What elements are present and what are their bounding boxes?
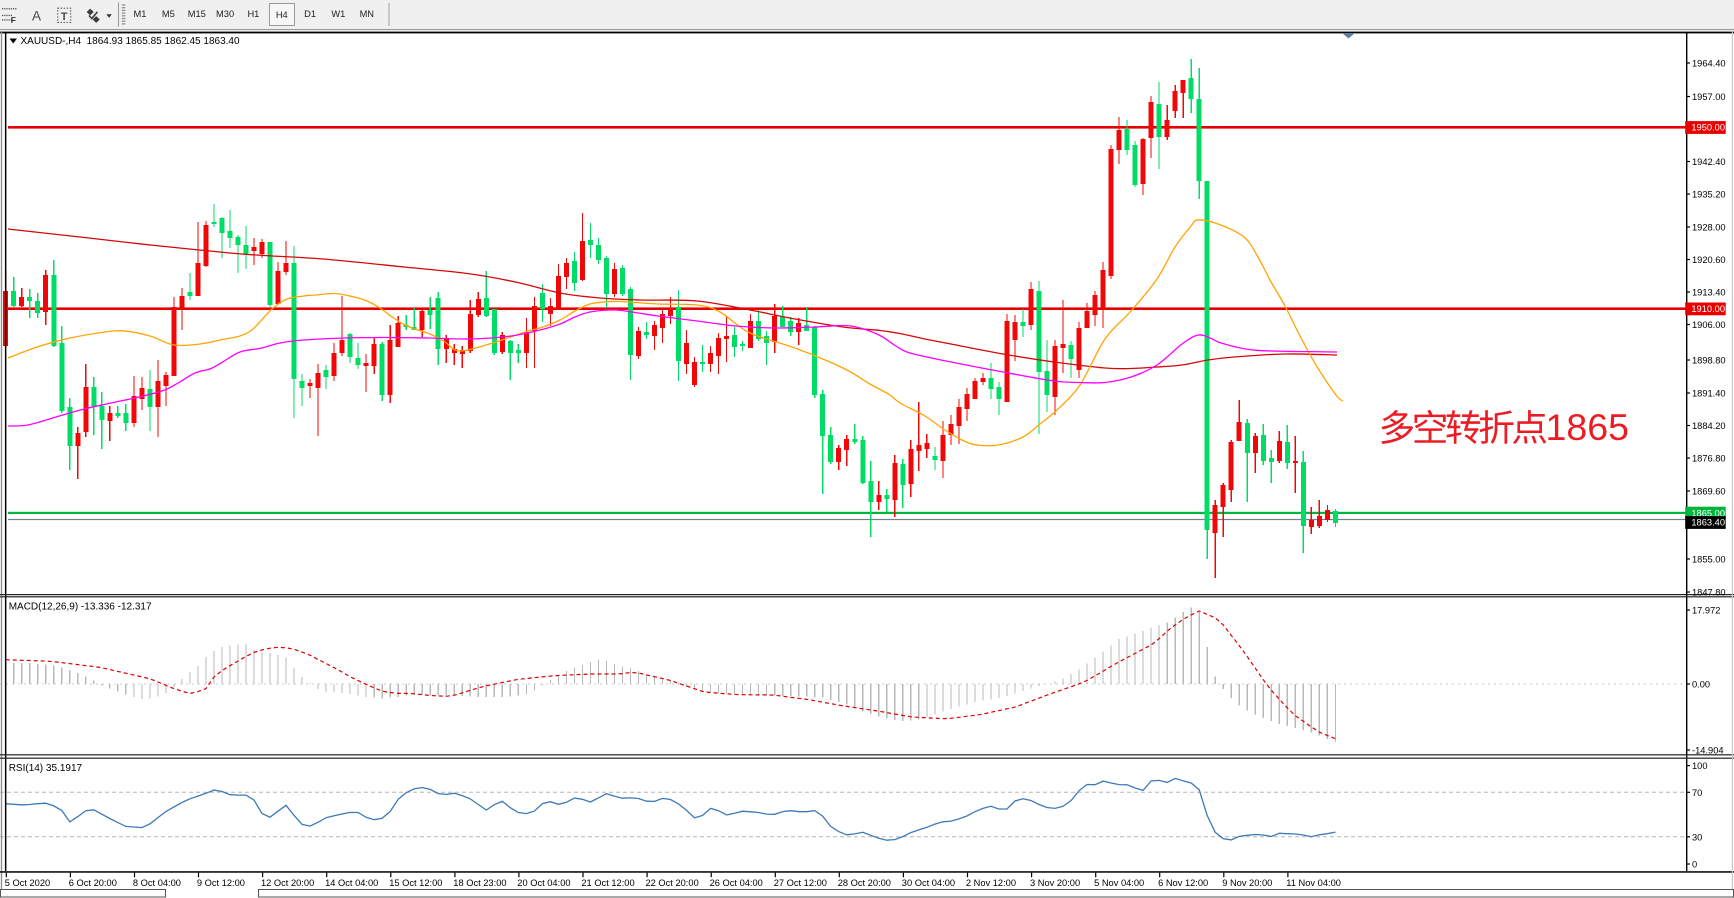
svg-text:21 Oct 12:00: 21 Oct 12:00 — [581, 878, 634, 888]
svg-text:9 Nov 20:00: 9 Nov 20:00 — [1222, 878, 1272, 888]
svg-text:8 Oct 04:00: 8 Oct 04:00 — [133, 878, 181, 888]
svg-text:1884.20: 1884.20 — [1692, 421, 1726, 431]
svg-text:11 Nov 04:00: 11 Nov 04:00 — [1286, 878, 1341, 888]
svg-text:T: T — [61, 11, 68, 23]
svg-text:1865.00: 1865.00 — [1691, 508, 1725, 518]
svg-text:5 Oct 2020: 5 Oct 2020 — [5, 878, 50, 888]
svg-text:17.972: 17.972 — [1692, 606, 1720, 616]
svg-text:12 Oct 20:00: 12 Oct 20:00 — [261, 878, 314, 888]
svg-text:0.00: 0.00 — [1692, 680, 1710, 690]
svg-text:1876.80: 1876.80 — [1692, 454, 1726, 464]
svg-text:2 Nov 12:00: 2 Nov 12:00 — [966, 878, 1016, 888]
svg-text:3 Nov 20:00: 3 Nov 20:00 — [1030, 878, 1080, 888]
svg-text:20 Oct 04:00: 20 Oct 04:00 — [517, 878, 570, 888]
svg-text:-14.904: -14.904 — [1692, 746, 1724, 756]
svg-text:5 Nov 04:00: 5 Nov 04:00 — [1094, 878, 1144, 888]
svg-text:15 Oct 12:00: 15 Oct 12:00 — [389, 878, 442, 888]
svg-text:22 Oct 20:00: 22 Oct 20:00 — [646, 878, 699, 888]
svg-text:0: 0 — [1692, 860, 1697, 870]
svg-text:F: F — [11, 15, 16, 25]
svg-text:XAUUSD-,H4 1864.93 1865.85 18: XAUUSD-,H4 1864.93 1865.85 1862.45 1863.… — [21, 36, 240, 47]
svg-text:1935.20: 1935.20 — [1692, 190, 1726, 200]
svg-text:1855.00: 1855.00 — [1692, 555, 1726, 565]
svg-text:1906.00: 1906.00 — [1692, 320, 1726, 330]
svg-text:1957.00: 1957.00 — [1692, 92, 1726, 102]
svg-text:6 Oct 20:00: 6 Oct 20:00 — [69, 878, 117, 888]
svg-text:1869.60: 1869.60 — [1692, 487, 1726, 497]
svg-text:1964.40: 1964.40 — [1692, 59, 1726, 69]
svg-text:30 Oct 04:00: 30 Oct 04:00 — [902, 878, 955, 888]
svg-text:27 Oct 12:00: 27 Oct 12:00 — [774, 878, 827, 888]
svg-text:1898.80: 1898.80 — [1692, 356, 1726, 366]
svg-text:1847.80: 1847.80 — [1692, 588, 1726, 598]
svg-text:26 Oct 04:00: 26 Oct 04:00 — [710, 878, 763, 888]
svg-text:MACD(12,26,9) -13.336 -12.317: MACD(12,26,9) -13.336 -12.317 — [9, 602, 152, 613]
svg-text:1913.40: 1913.40 — [1692, 288, 1726, 298]
svg-text:1942.40: 1942.40 — [1692, 157, 1726, 167]
svg-text:18 Oct 23:00: 18 Oct 23:00 — [453, 878, 506, 888]
svg-text:1863.40: 1863.40 — [1691, 518, 1725, 528]
svg-text:RSI(14) 35.1917: RSI(14) 35.1917 — [9, 763, 83, 774]
svg-text:1865: 1865 — [1546, 406, 1629, 448]
svg-text:A: A — [32, 9, 41, 24]
svg-text:9 Oct 12:00: 9 Oct 12:00 — [197, 878, 245, 888]
svg-text:1928.00: 1928.00 — [1692, 223, 1726, 233]
svg-text:1891.40: 1891.40 — [1692, 389, 1726, 399]
svg-text:30: 30 — [1692, 832, 1702, 842]
svg-text:1910.00: 1910.00 — [1691, 304, 1725, 314]
svg-text:14 Oct 04:00: 14 Oct 04:00 — [325, 878, 378, 888]
svg-text:1950.00: 1950.00 — [1691, 123, 1725, 133]
svg-text:6 Nov 12:00: 6 Nov 12:00 — [1158, 878, 1208, 888]
svg-text:70: 70 — [1692, 788, 1702, 798]
svg-text:100: 100 — [1692, 761, 1708, 771]
svg-text:1920.60: 1920.60 — [1692, 255, 1726, 265]
svg-text:28 Oct 20:00: 28 Oct 20:00 — [838, 878, 891, 888]
